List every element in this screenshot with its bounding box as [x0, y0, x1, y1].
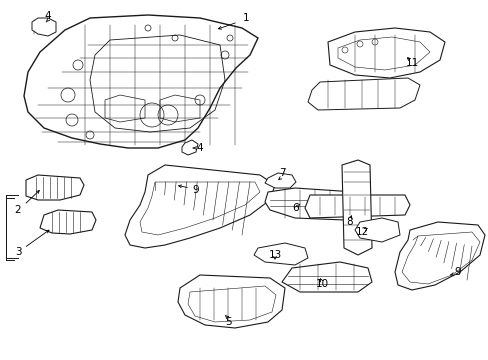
Polygon shape [394, 222, 484, 290]
Polygon shape [264, 188, 361, 220]
Polygon shape [24, 15, 258, 148]
Polygon shape [253, 243, 307, 265]
Polygon shape [40, 210, 96, 234]
Polygon shape [32, 18, 56, 36]
Text: 6: 6 [292, 203, 299, 213]
Text: 4: 4 [44, 11, 51, 21]
Text: 5: 5 [224, 317, 231, 327]
Text: 9: 9 [454, 267, 460, 277]
Text: 10: 10 [315, 279, 328, 289]
Polygon shape [26, 175, 84, 200]
Text: 8: 8 [346, 217, 353, 227]
Polygon shape [182, 140, 198, 155]
Text: 2: 2 [15, 205, 21, 215]
Polygon shape [307, 78, 419, 110]
Polygon shape [305, 195, 409, 218]
Polygon shape [282, 262, 371, 292]
Text: 3: 3 [15, 247, 21, 257]
Text: 9: 9 [192, 185, 199, 195]
Text: 13: 13 [268, 250, 281, 260]
Text: 12: 12 [355, 227, 368, 237]
Text: 11: 11 [405, 58, 418, 68]
Text: 1: 1 [242, 13, 249, 23]
Polygon shape [327, 28, 444, 78]
Polygon shape [125, 165, 274, 248]
Polygon shape [178, 275, 285, 328]
Polygon shape [354, 218, 399, 242]
Text: 4: 4 [196, 143, 203, 153]
Text: 7: 7 [278, 168, 285, 178]
Polygon shape [264, 173, 295, 188]
Polygon shape [341, 160, 371, 255]
